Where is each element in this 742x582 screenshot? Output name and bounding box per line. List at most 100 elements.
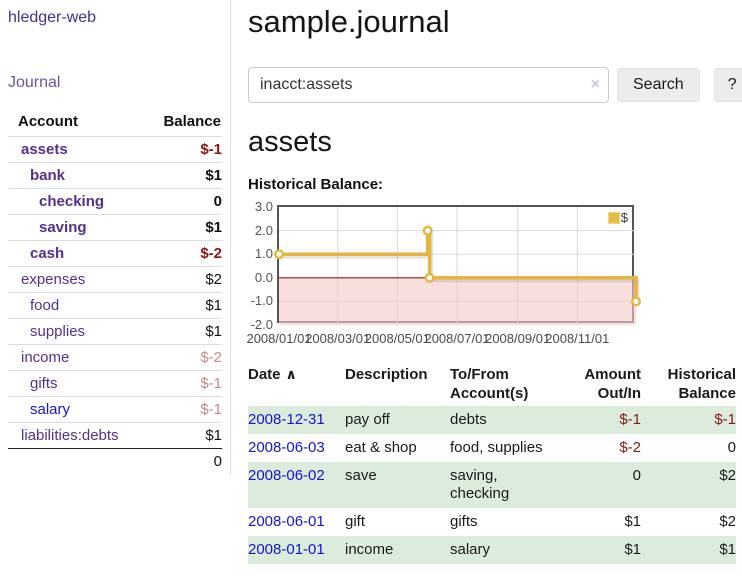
brand-link[interactable]: hledger-web (8, 9, 222, 27)
account-row: gifts $-1 (8, 371, 222, 397)
sidebar: hledger-web Journal Account Balance asse… (0, 0, 231, 475)
account-balance: $1 (148, 215, 222, 241)
transaction-date-link[interactable]: 2008-01-01 (248, 541, 325, 558)
transaction-accounts: salary (450, 536, 566, 564)
chart-legend: $ (607, 210, 629, 225)
account-row: cash $-2 (8, 241, 222, 267)
register-header-balance: Historical Balance (641, 361, 736, 406)
accounts-header-account: Account (8, 109, 148, 137)
account-link[interactable]: bank (30, 167, 65, 184)
register-row: 2008-12-31pay offdebts$-1$-1 (248, 406, 736, 434)
account-link[interactable]: food (30, 297, 59, 314)
account-link[interactable]: gifts (30, 375, 58, 392)
y-axis-tick-label: -2.0 (248, 317, 273, 332)
register-row: 2008-06-03eat & shopfood, supplies$-20 (248, 434, 736, 462)
account-balance: $-1 (148, 371, 222, 397)
transaction-accounts: saving, checking (450, 462, 566, 508)
transaction-date-link[interactable]: 2008-06-03 (248, 439, 325, 456)
account-link[interactable]: income (21, 349, 69, 366)
account-row: supplies $1 (8, 319, 222, 345)
account-balance: $1 (148, 319, 222, 345)
register-header-amount: Amount Out/In (566, 361, 641, 406)
y-axis-tick-label: 3.0 (248, 199, 273, 214)
account-link[interactable]: assets (21, 141, 68, 158)
transaction-date-link[interactable]: 2008-06-02 (248, 467, 325, 484)
transaction-amount: $1 (566, 508, 641, 536)
accounts-table-body: assets$-1bank$1checking0saving$1cash$-2e… (8, 137, 222, 449)
main-content: sample.journal × Search ? assets Histori… (248, 0, 738, 564)
account-balance: $-1 (148, 397, 222, 423)
account-link[interactable]: liabilities:debts (21, 427, 119, 444)
register-row: 2008-01-01incomesalary$1$1 (248, 536, 736, 564)
transaction-amount: $-2 (566, 434, 641, 462)
nav-journal-link[interactable]: Journal (8, 74, 222, 92)
account-row: salary $-1 (8, 397, 222, 423)
transaction-balance: 0 (641, 434, 736, 462)
account-row: expenses $2 (8, 267, 222, 293)
chart-label: Historical Balance: (248, 176, 738, 193)
transaction-description: gift (345, 508, 450, 536)
account-balance: $-2 (148, 241, 222, 267)
account-row: food $1 (8, 293, 222, 319)
account-link[interactable]: expenses (21, 271, 85, 288)
transaction-date-link[interactable]: 2008-06-01 (248, 513, 325, 530)
transaction-balance: $2 (641, 462, 736, 508)
account-link[interactable]: checking (39, 193, 104, 210)
transaction-balance: $2 (641, 508, 736, 536)
search-input[interactable] (248, 67, 609, 103)
accounts-table: Account Balance assets $-1 bank $1 checking 0… (8, 109, 222, 474)
transaction-description: income (345, 536, 450, 564)
register-header-description: Description (345, 361, 450, 406)
transaction-description: pay off (345, 406, 450, 434)
transaction-balance: $1 (641, 536, 736, 564)
x-axis-tick-label: 2008/05/01 (365, 331, 430, 346)
account-link[interactable]: salary (30, 401, 70, 418)
x-axis-tick-label: 2008/09/01 (485, 331, 550, 346)
clear-search-icon[interactable]: × (591, 75, 600, 95)
account-balance: $-1 (148, 137, 222, 163)
accounts-total-row: 0 (8, 449, 222, 475)
search-button[interactable]: Search (617, 68, 700, 102)
account-balance: 0 (148, 189, 222, 215)
x-axis-tick-label: 2008/07/01 (424, 331, 489, 346)
register-header-row: Date∧ Description To/From Account(s) Amo… (248, 361, 736, 406)
y-axis-tick-label: 0.0 (248, 270, 273, 285)
account-balance: $1 (148, 163, 222, 189)
transaction-amount: 0 (566, 462, 641, 508)
register-row: 2008-06-02 savesaving, checking0$2 (248, 462, 736, 508)
accounts-header-balance: Balance (148, 109, 222, 137)
account-link[interactable]: cash (30, 245, 64, 262)
y-axis-tick-label: 1.0 (248, 246, 273, 261)
transaction-amount: $-1 (566, 406, 641, 434)
x-axis-tick-label: 2008/11/01 (545, 331, 609, 346)
transaction-accounts: debts (450, 406, 566, 434)
accounts-total-value: 0 (148, 449, 222, 475)
chart-plot-area: $ (277, 205, 634, 323)
register-table-body: 2008-12-31pay offdebts$-1$-12008-06-03ea… (248, 406, 736, 564)
chart-canvas (279, 207, 636, 325)
account-link[interactable]: saving (39, 219, 87, 236)
transaction-accounts: food, supplies (450, 434, 566, 462)
account-row: assets $-1 (8, 137, 222, 163)
y-axis-tick-label: -1.0 (248, 293, 273, 308)
search-form: × Search ? (248, 67, 738, 103)
historical-balance-chart: $ 3.02.01.00.0-1.0-2.02008/01/012008/03/… (248, 201, 738, 347)
register-header-accounts: To/From Account(s) (450, 361, 566, 406)
transaction-accounts: gifts (450, 508, 566, 536)
account-balance: $1 (148, 293, 222, 319)
transaction-description: save (345, 462, 450, 508)
register-table: Date∧ Description To/From Account(s) Amo… (248, 361, 736, 564)
help-button[interactable]: ? (714, 68, 742, 102)
account-row: liabilities:debts $1 (8, 423, 222, 449)
legend-swatch-icon (608, 212, 620, 224)
x-axis-tick-label: 2008/03/01 (305, 331, 370, 346)
account-balance: $1 (148, 423, 222, 449)
account-balance: $2 (148, 267, 222, 293)
account-row: bank $1 (8, 163, 222, 189)
transaction-amount: $1 (566, 536, 641, 564)
register-header-date[interactable]: Date∧ (248, 361, 345, 406)
account-link[interactable]: supplies (30, 323, 85, 340)
account-row: income $-2 (8, 345, 222, 371)
account-balance: $-2 (148, 345, 222, 371)
transaction-date-link[interactable]: 2008-12-31 (248, 411, 325, 428)
